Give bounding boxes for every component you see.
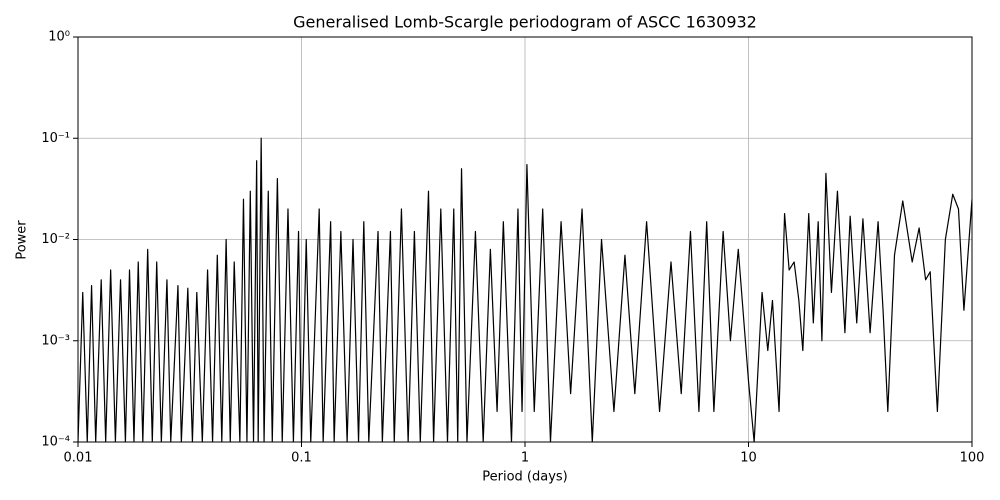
chart-title: Generalised Lomb-Scargle periodogram of … — [293, 13, 757, 32]
y-tick-label: 10⁻² — [41, 232, 70, 247]
power-line — [78, 137, 972, 442]
x-tick-label: 0.1 — [291, 451, 312, 466]
x-tick-label: 0.01 — [64, 451, 93, 466]
x-axis-label: Period (days) — [482, 470, 568, 485]
y-tick-label: 10⁻⁴ — [41, 435, 70, 450]
plot-area — [78, 137, 972, 442]
y-tick-label: 10⁻³ — [41, 333, 70, 348]
y-tick-label: 10⁰ — [48, 30, 70, 45]
x-tick-label: 1 — [521, 451, 529, 466]
x-tick-label: 100 — [960, 451, 985, 466]
x-tick-label: 10 — [740, 451, 757, 466]
y-tick-label: 10⁻¹ — [41, 131, 70, 146]
y-axis-label: Power — [15, 220, 30, 260]
